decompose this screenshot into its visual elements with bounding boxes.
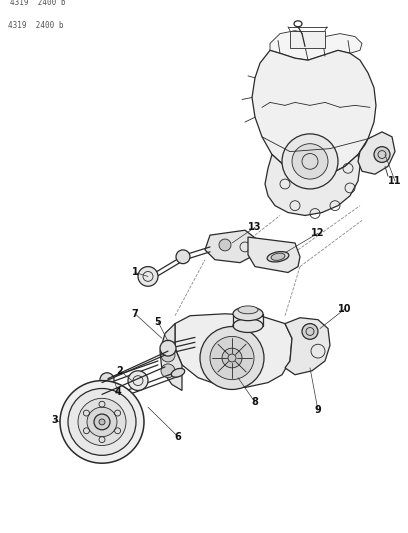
Ellipse shape [233, 307, 263, 321]
Polygon shape [160, 324, 182, 391]
Circle shape [292, 144, 328, 179]
Ellipse shape [171, 368, 185, 377]
Circle shape [94, 414, 110, 430]
Text: 13: 13 [248, 222, 262, 232]
Text: 5: 5 [155, 317, 162, 327]
Polygon shape [248, 237, 300, 272]
Circle shape [87, 407, 117, 437]
Circle shape [100, 373, 114, 386]
Text: 10: 10 [338, 304, 352, 314]
Circle shape [161, 348, 175, 362]
Ellipse shape [271, 253, 285, 260]
Text: 7: 7 [132, 309, 138, 319]
Text: 9: 9 [315, 405, 322, 415]
Circle shape [96, 391, 114, 408]
Polygon shape [205, 230, 258, 263]
Circle shape [302, 324, 318, 340]
Text: 4319  2400 b: 4319 2400 b [10, 0, 66, 6]
Text: 12: 12 [311, 228, 325, 238]
Circle shape [282, 134, 338, 189]
Text: 4319  2400 b: 4319 2400 b [8, 21, 64, 30]
Circle shape [60, 381, 144, 463]
Circle shape [222, 348, 242, 368]
Text: 2: 2 [117, 366, 123, 376]
Circle shape [374, 147, 390, 163]
Text: 4: 4 [115, 387, 121, 398]
Circle shape [78, 398, 126, 446]
Circle shape [128, 371, 148, 391]
Polygon shape [358, 132, 395, 174]
Circle shape [138, 266, 158, 286]
Circle shape [99, 419, 105, 425]
Text: 6: 6 [175, 432, 182, 442]
Ellipse shape [238, 306, 258, 314]
Text: 11: 11 [388, 176, 402, 186]
Ellipse shape [233, 319, 263, 333]
Polygon shape [265, 155, 360, 215]
Polygon shape [285, 318, 330, 375]
Text: 1: 1 [132, 268, 138, 278]
Text: 3: 3 [52, 415, 58, 425]
Circle shape [160, 340, 176, 356]
Circle shape [219, 239, 231, 251]
Circle shape [176, 250, 190, 264]
Ellipse shape [267, 252, 289, 262]
Circle shape [200, 327, 264, 390]
Polygon shape [252, 50, 376, 176]
Polygon shape [175, 314, 292, 387]
Circle shape [68, 389, 136, 455]
Bar [290, 31, 325, 49]
Text: 8: 8 [252, 397, 258, 407]
Circle shape [161, 364, 175, 378]
Polygon shape [270, 31, 362, 60]
Circle shape [210, 336, 254, 379]
